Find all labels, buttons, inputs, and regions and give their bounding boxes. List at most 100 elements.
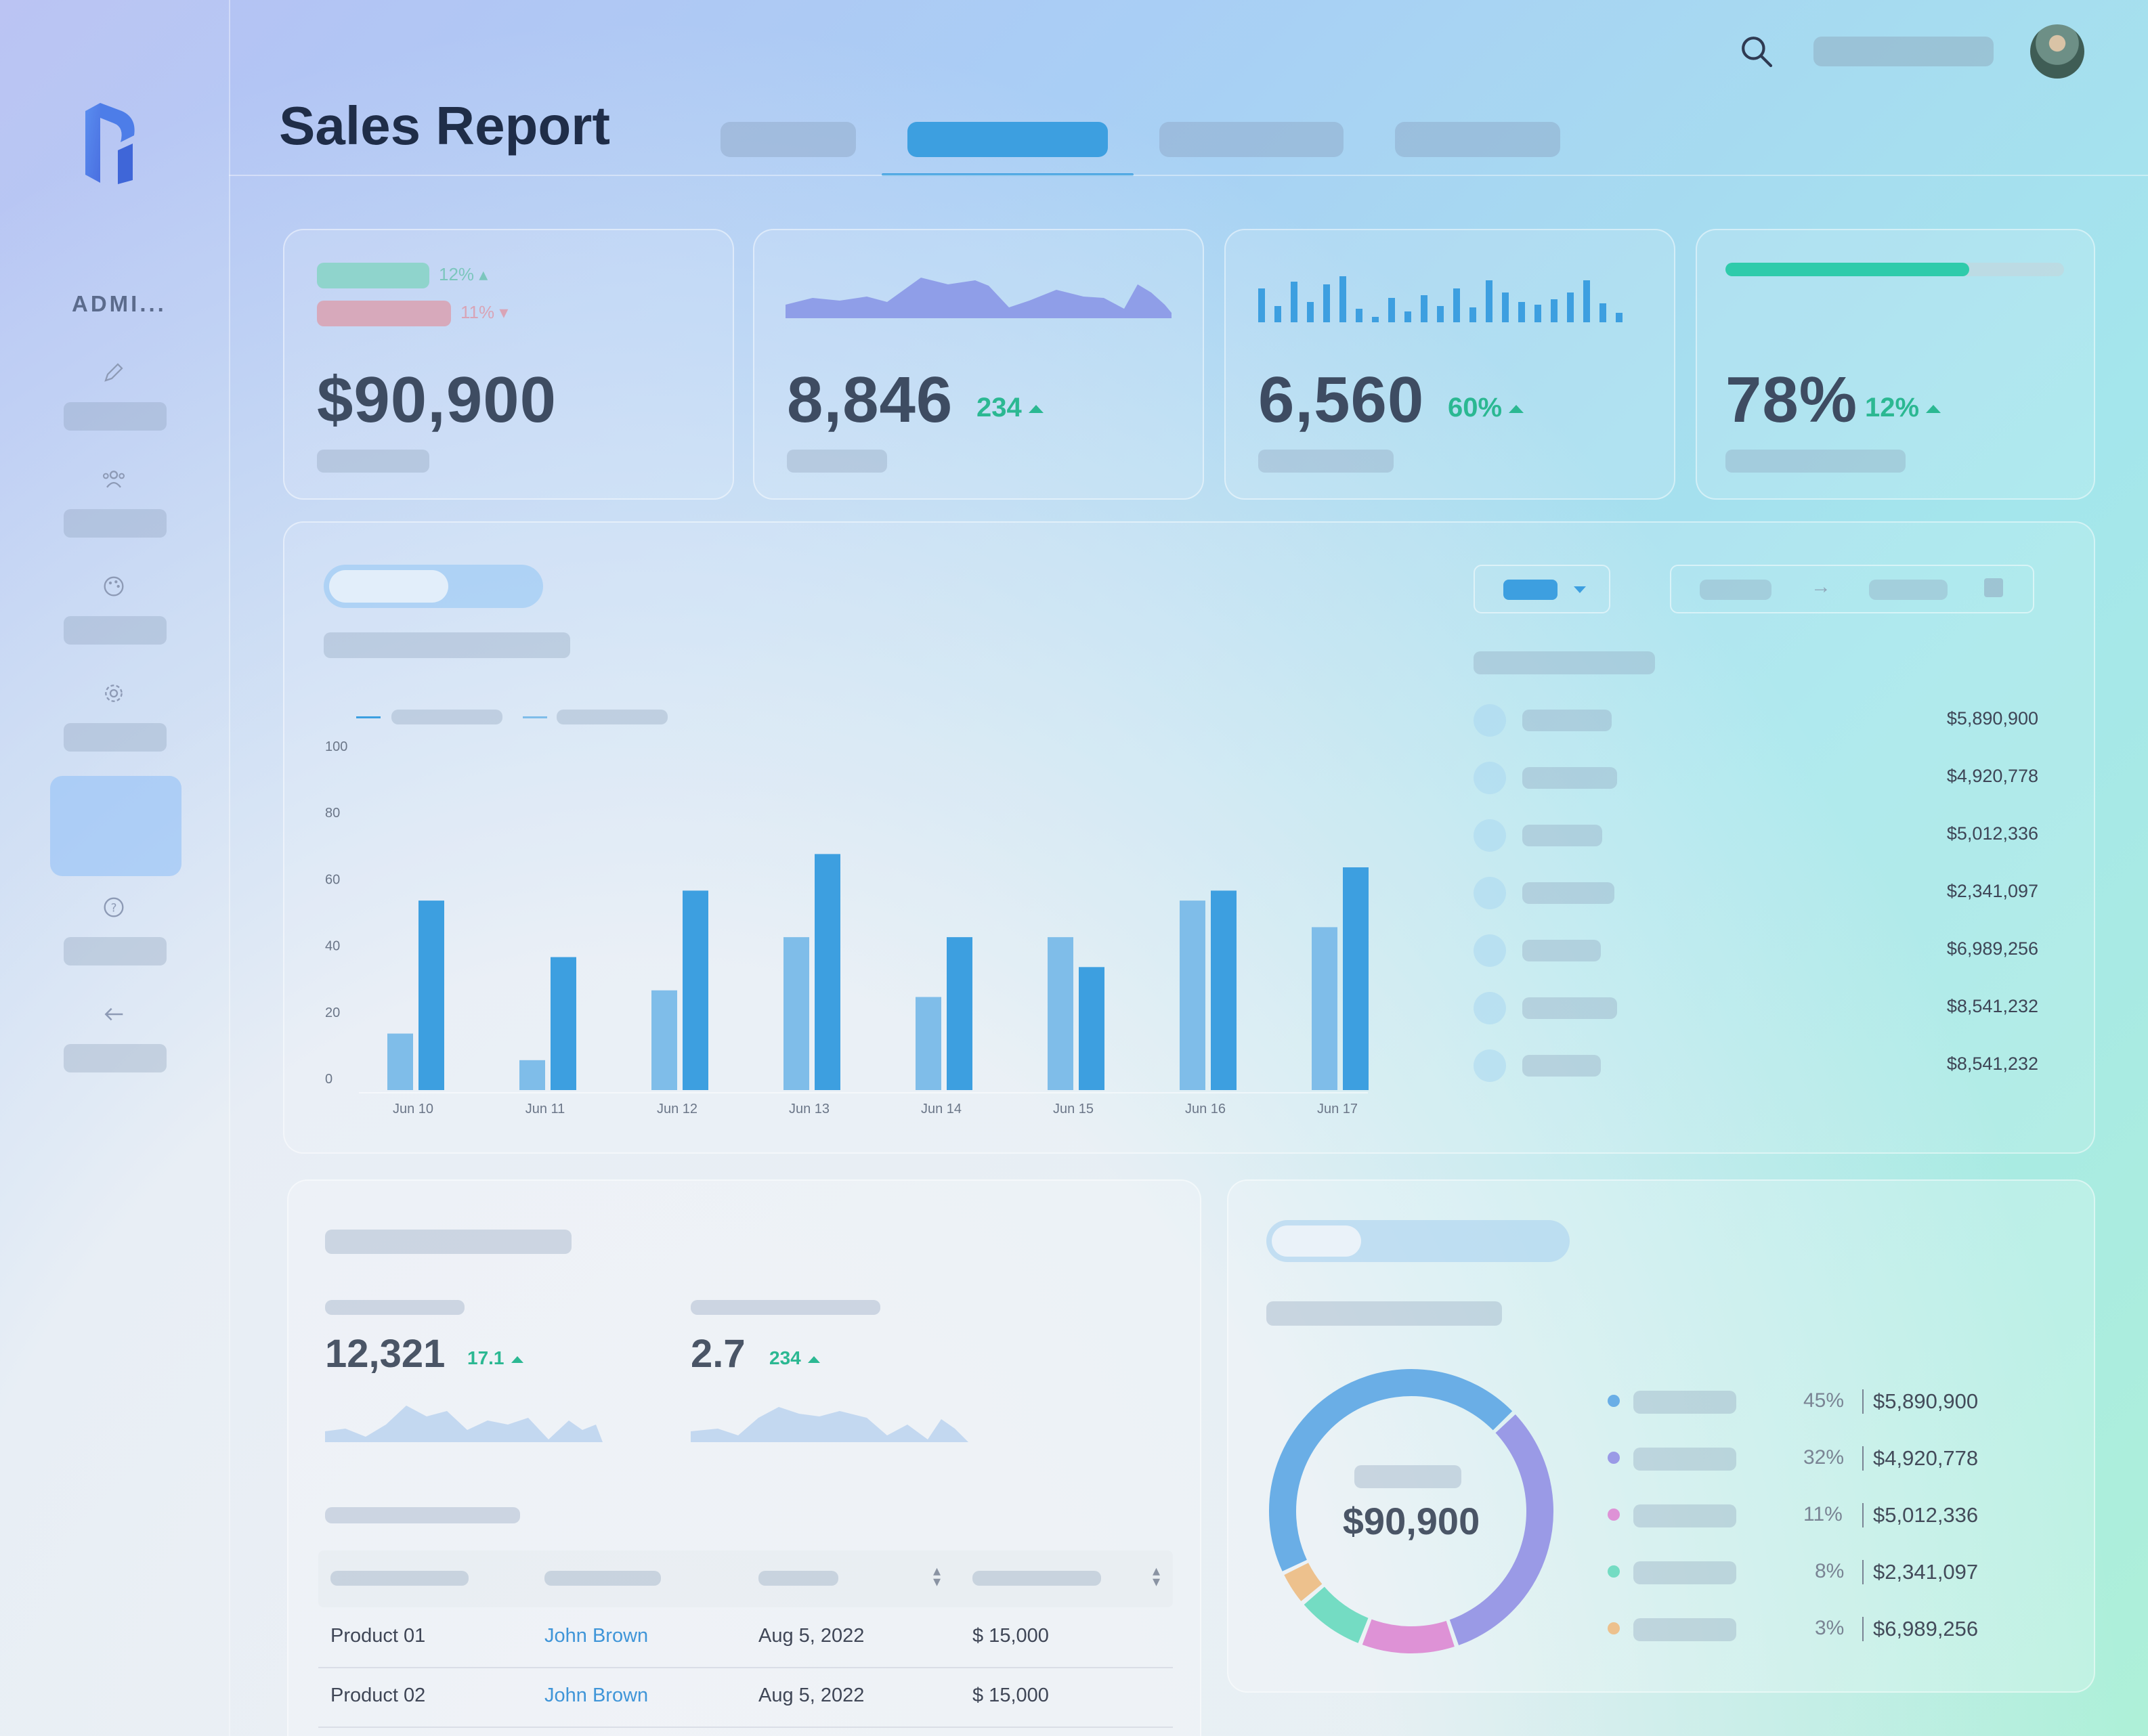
- sidebar-item-6-label[interactable]: [64, 937, 167, 965]
- sidebar-item-2-label[interactable]: [64, 509, 167, 538]
- table-row[interactable]: Product 01 John Brown Aug 5, 2022 $ 15,0…: [318, 1607, 1173, 1668]
- col-header-date[interactable]: [758, 1571, 838, 1586]
- cell-customer-link[interactable]: John Brown: [544, 1625, 649, 1647]
- list-item-avatar: [1474, 992, 1506, 1024]
- legend-separator: [1862, 1560, 1864, 1584]
- mini-pct-1: 12% ▴: [439, 264, 488, 284]
- bar[interactable]: [916, 997, 941, 1090]
- sidebar-item-3-label[interactable]: [64, 616, 167, 645]
- legend-dot: [1608, 1452, 1620, 1464]
- x-tick-label: Jun 11: [525, 1102, 565, 1116]
- stat2-value: 2.7: [691, 1332, 746, 1376]
- chart-toggle-knob[interactable]: [329, 570, 448, 603]
- bar[interactable]: [683, 890, 708, 1090]
- bar[interactable]: [1180, 900, 1205, 1090]
- pencil-icon[interactable]: [102, 360, 126, 385]
- legend-separator: [1862, 1617, 1864, 1641]
- side-list-item[interactable]: $6,989,256: [1474, 930, 2074, 971]
- donut-segment[interactable]: [1264, 1364, 1559, 1659]
- col-header-product[interactable]: [330, 1571, 469, 1586]
- sidebar-item-7-label[interactable]: [64, 1044, 167, 1072]
- donut-toggle-knob[interactable]: [1272, 1225, 1361, 1257]
- user-name-placeholder[interactable]: [1813, 37, 1994, 66]
- donut-card: $90,900 45% $5,890,900 32% $4,920,778 11% $5,…: [1227, 1179, 2095, 1693]
- bar[interactable]: [783, 937, 809, 1090]
- tab-3[interactable]: [1159, 122, 1344, 157]
- bar[interactable]: [651, 990, 677, 1090]
- palette-icon[interactable]: [100, 573, 127, 600]
- legend-separator: [1862, 1503, 1864, 1527]
- sidebar-item-4-label[interactable]: [64, 723, 167, 752]
- gear-icon[interactable]: [100, 680, 127, 707]
- users-icon[interactable]: [100, 466, 127, 493]
- arrow-right-icon: →: [1811, 576, 1831, 598]
- list-item-label-placeholder: [1522, 940, 1601, 961]
- kpi-caption-placeholder: [1258, 450, 1394, 473]
- active-tab-underline: [882, 173, 1134, 176]
- sidebar-item-selected[interactable]: [50, 776, 181, 876]
- legend-value: $2,341,097: [1873, 1560, 1979, 1584]
- sort-icon[interactable]: ▴ ▾: [1153, 1562, 1161, 1590]
- cell-customer-link[interactable]: John Brown: [544, 1685, 649, 1706]
- donut-segment[interactable]: [1264, 1364, 1559, 1659]
- side-list-item[interactable]: $5,890,900: [1474, 700, 2074, 741]
- legend-label-placeholder: [1633, 1504, 1736, 1527]
- bar[interactable]: [947, 937, 972, 1090]
- donut-legend-item[interactable]: 11% $5,012,336: [1608, 1498, 2068, 1532]
- donut-legend-item[interactable]: 8% $2,341,097: [1608, 1555, 2068, 1588]
- col-header-customer[interactable]: [544, 1571, 661, 1586]
- x-tick-label: Jun 14: [921, 1102, 962, 1116]
- up-arrow-icon: [511, 1355, 523, 1363]
- sort-icon[interactable]: ▴ ▾: [933, 1562, 941, 1590]
- bar[interactable]: [1211, 890, 1237, 1090]
- help-icon[interactable]: ?: [100, 894, 127, 921]
- table-header: ▴ ▾ ▴ ▾: [318, 1550, 1173, 1607]
- date-end-placeholder: [1869, 580, 1948, 600]
- donut-legend-item[interactable]: 3% $6,989,256: [1608, 1611, 2068, 1645]
- side-list-item[interactable]: $8,541,232: [1474, 1045, 2074, 1086]
- bar[interactable]: [519, 1060, 545, 1090]
- search-icon[interactable]: [1738, 32, 1776, 70]
- side-list-item[interactable]: $5,012,336: [1474, 815, 2074, 856]
- sidebar-item-1-label[interactable]: [64, 402, 167, 431]
- donut-legend-item[interactable]: 32% $4,920,778: [1608, 1441, 2068, 1475]
- bar-sparkline: [1258, 276, 1623, 322]
- legend-pct: 32%: [1803, 1446, 1845, 1469]
- donut-toggle[interactable]: [1266, 1220, 1570, 1262]
- stat2-sparkline: [691, 1407, 968, 1442]
- bar[interactable]: [387, 1033, 413, 1090]
- cell-product: Product 02: [330, 1685, 426, 1706]
- side-list-item[interactable]: $2,341,097: [1474, 873, 2074, 913]
- chart-toggle[interactable]: [324, 565, 543, 608]
- legend-dot: [1608, 1395, 1620, 1407]
- tab-4[interactable]: [1395, 122, 1560, 157]
- bar[interactable]: [1048, 937, 1073, 1090]
- tab-1[interactable]: [721, 122, 856, 157]
- list-title-placeholder: [1474, 651, 1655, 674]
- bar[interactable]: [551, 957, 576, 1090]
- kpi-delta-orders: 234: [976, 393, 1044, 423]
- stat1-delta: 17.1: [467, 1347, 523, 1369]
- stat2-label-placeholder: [691, 1300, 880, 1315]
- date-range-picker[interactable]: →: [1670, 565, 2034, 613]
- col-header-amount[interactable]: [972, 1571, 1101, 1586]
- bar[interactable]: [815, 854, 840, 1090]
- arrow-left-icon[interactable]: [100, 1001, 127, 1028]
- bar[interactable]: [1312, 927, 1337, 1090]
- y-tick-label: 20: [325, 1005, 340, 1020]
- bar[interactable]: [1079, 967, 1104, 1090]
- side-list-item[interactable]: $4,920,778: [1474, 758, 2074, 798]
- bar[interactable]: [1343, 867, 1369, 1090]
- bar[interactable]: [418, 900, 444, 1090]
- kpi-value-visits: 6,560: [1258, 364, 1425, 436]
- kpi-card-visits: 6,560 60%: [1224, 229, 1675, 500]
- side-list-item[interactable]: $8,541,232: [1474, 988, 2074, 1028]
- avatar[interactable]: [2030, 24, 2084, 79]
- calendar-icon[interactable]: [1984, 578, 2003, 597]
- table-row[interactable]: Product 02 John Brown Aug 5, 2022 $ 15,0…: [318, 1667, 1173, 1728]
- tab-2-active[interactable]: [907, 122, 1108, 157]
- donut-legend-item[interactable]: 45% $5,890,900: [1608, 1384, 2068, 1418]
- x-tick-label: Jun 17: [1317, 1102, 1358, 1116]
- period-dropdown[interactable]: [1474, 565, 1610, 613]
- x-tick-label: Jun 15: [1053, 1102, 1094, 1116]
